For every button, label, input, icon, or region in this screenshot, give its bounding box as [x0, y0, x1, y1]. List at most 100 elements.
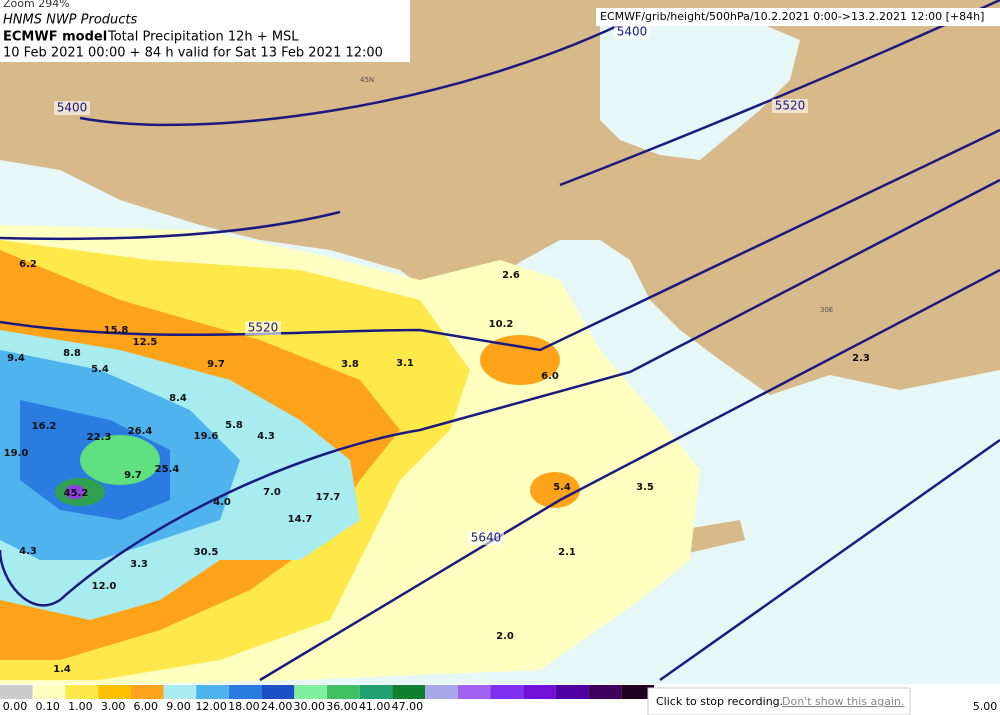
contour-label: 5400 [57, 101, 88, 115]
precip-label: 16.2 [32, 421, 57, 432]
legend-swatch [0, 685, 33, 699]
precip-label: 3.3 [130, 559, 148, 570]
valid: 10 Feb 2021 00:00 + 84 h valid for Sat 1… [3, 46, 383, 61]
legend-swatch [523, 685, 556, 699]
precip-label: 4.3 [257, 431, 275, 442]
precip-label: 8.4 [169, 393, 187, 404]
contour-label-bg [614, 25, 650, 39]
contour-label: 5520 [775, 99, 806, 113]
popup-link[interactable]: Don't show this again. [782, 695, 905, 708]
precip-purple [65, 485, 85, 499]
legend-swatch [294, 685, 327, 699]
precip-label: 12.0 [92, 581, 117, 592]
precip-orange-2 [480, 335, 560, 385]
black-sea [600, 15, 800, 160]
legend-swatch [621, 685, 654, 699]
legend-swatch [98, 685, 131, 699]
precip-label: 19.6 [194, 431, 219, 442]
legend-swatch [228, 685, 262, 699]
precip-label: 14.7 [288, 514, 313, 525]
contour-label-bg [245, 321, 281, 335]
legend-label: 24.00 [261, 700, 293, 713]
precip-label: 4.3 [19, 546, 37, 557]
precip-label: 5.8 [225, 420, 243, 431]
precip-label: 6.2 [19, 259, 37, 270]
org: HNMS NWP Products [3, 13, 138, 28]
legend-label: 0.10 [35, 700, 60, 713]
precip-label: 2.6 [502, 270, 520, 281]
precip-label: 10.2 [489, 319, 514, 330]
legend-swatch [555, 685, 589, 699]
precip-label: 5.4 [553, 482, 571, 493]
legend-label: 30.00 [294, 700, 326, 713]
precip-label: 2.0 [496, 631, 514, 642]
precip-label: 3.8 [341, 359, 359, 370]
precip-label: 19.0 [4, 448, 29, 459]
contours [0, 0, 1000, 682]
precip-label: 22.3 [87, 432, 112, 443]
contour-label-bg [772, 99, 808, 113]
product: Total Precipitation 12h + MSL [107, 30, 299, 45]
precip-label: 25.4 [155, 464, 180, 475]
grid-label: 45N [360, 76, 374, 84]
legend-label: 18.00 [228, 700, 260, 713]
legend-swatch [32, 685, 66, 699]
precip-label: 5.4 [91, 364, 109, 375]
popup-text: Click to stop recording. [656, 695, 783, 708]
contour-label: 5640 [471, 531, 502, 545]
precip-label: 17.7 [316, 492, 341, 503]
legend-swatch [163, 685, 197, 699]
legend-label: 9.00 [166, 700, 191, 713]
legend-swatch [130, 685, 164, 699]
legend-label: 1.00 [68, 700, 93, 713]
precip-label: 15.8 [104, 325, 129, 336]
source-box [596, 8, 1000, 26]
legend-label: 12.00 [195, 700, 227, 713]
contour-label-bg [468, 531, 504, 545]
precip-label: 1.4 [53, 664, 71, 675]
legend-label: 5.00 [973, 700, 998, 713]
grid-label: 30E [820, 306, 833, 314]
precip-label: 9.7 [124, 470, 142, 481]
legend-label: 41.00 [359, 700, 391, 713]
precip-label: 2.3 [852, 353, 870, 364]
precip-label: 26.4 [128, 426, 153, 437]
precip-label: 3.1 [396, 358, 414, 369]
legend-swatch [196, 685, 229, 699]
legend-swatch [457, 685, 491, 699]
legend-swatch [425, 685, 458, 699]
precip-label: 9.7 [207, 359, 225, 370]
legend-label: 6.00 [134, 700, 159, 713]
legend-swatch [588, 685, 622, 699]
precip-label: 8.8 [63, 348, 81, 359]
popup [647, 687, 911, 715]
legend-swatch [490, 685, 524, 699]
precip-label: 45.2 [64, 488, 89, 499]
precip-label: 4.0 [213, 497, 231, 508]
precip-label: 30.5 [194, 547, 219, 558]
legend-label: 36.00 [326, 700, 358, 713]
source: ECMWF/grib/height/500hPa/10.2.2021 0:00-… [600, 10, 984, 23]
contour-label: 5400 [617, 25, 648, 39]
precip-label: 3.5 [636, 482, 654, 493]
legend-label: 3.00 [101, 700, 126, 713]
legend-swatch [327, 685, 360, 699]
precip-label: 12.5 [133, 337, 158, 348]
zoom: Zoom 294% [3, 0, 70, 10]
precip-label: 6.0 [541, 371, 559, 382]
legend-swatch [261, 685, 295, 699]
contour-label: 5520 [248, 321, 279, 335]
model: ECMWF model [3, 30, 107, 45]
precip-green [80, 435, 160, 485]
legend-swatch [392, 685, 426, 699]
precip-label: 7.0 [263, 487, 281, 498]
legend-label: 0.00 [3, 700, 28, 713]
legend-swatch [65, 685, 99, 699]
header-box [0, 0, 410, 62]
legend-label: 47.00 [392, 700, 424, 713]
precip-label: 2.1 [558, 547, 576, 558]
precip-orange-3 [530, 472, 580, 508]
contour-label-bg [54, 101, 90, 115]
precip-label: 9.4 [7, 353, 25, 364]
